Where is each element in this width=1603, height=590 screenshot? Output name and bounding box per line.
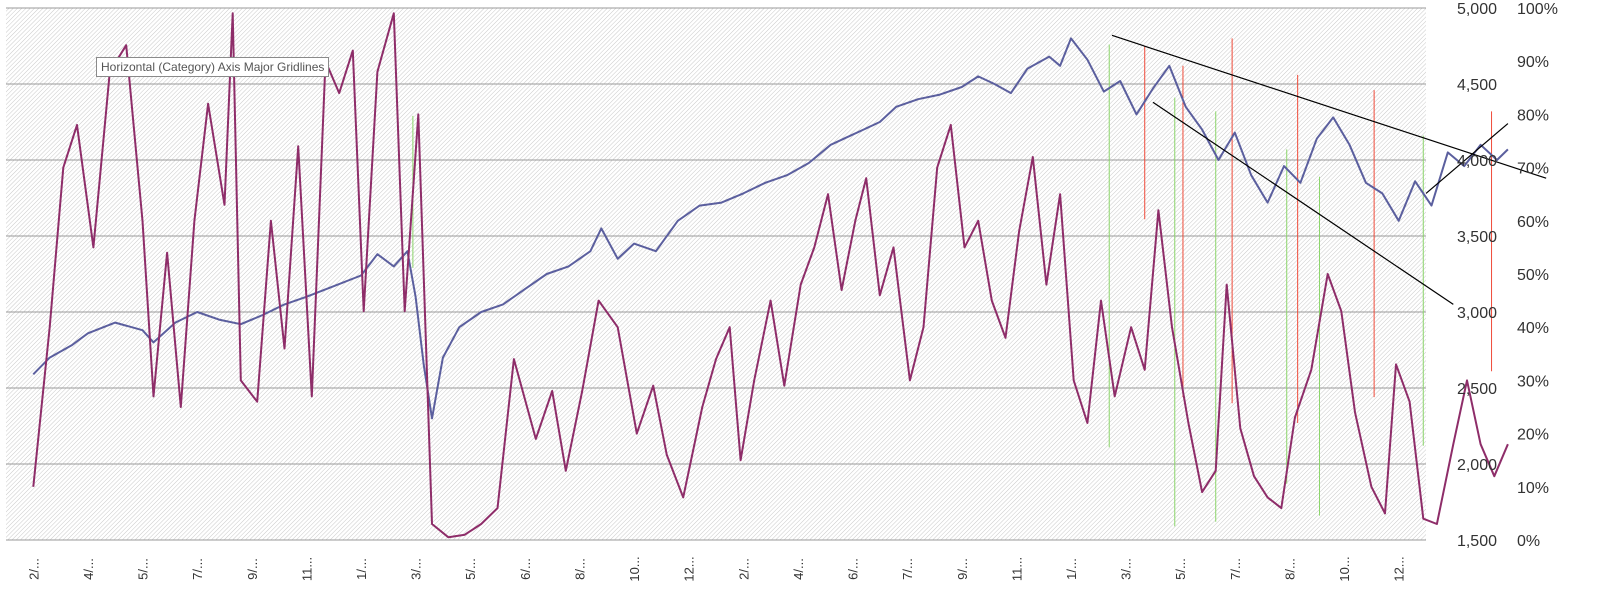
trend-line[interactable] [1425, 123, 1509, 194]
x-tick-label: 3/... [409, 558, 424, 580]
right-axis-series-line[interactable] [32, 12, 1509, 539]
x-tick-label: 7/... [190, 558, 205, 580]
x-tick-label: 6/... [846, 558, 861, 580]
right-tick-label: 10% [1517, 480, 1549, 497]
right-tick-label: 40% [1517, 320, 1549, 337]
trend-lines [1111, 34, 1547, 305]
right-tick-label: 70% [1517, 161, 1549, 178]
x-tick-label: 8/... [1282, 558, 1297, 580]
x-tick-label: 5/... [136, 558, 151, 580]
left-tick-label: 5,000 [1457, 1, 1497, 18]
x-tick-label: 9/... [245, 558, 260, 580]
right-tick-label: 90% [1517, 54, 1549, 71]
marker-lines [412, 38, 1493, 527]
left-tick-label: 2,500 [1457, 381, 1497, 398]
right-tick-label: 20% [1517, 427, 1549, 444]
plot-area[interactable] [6, 8, 1426, 540]
x-tick-label: 11... [1009, 557, 1024, 581]
x-tick-label: 3/... [1119, 558, 1134, 580]
right-tick-label: 100% [1517, 1, 1558, 18]
trend-line[interactable] [1111, 34, 1547, 179]
right-tick-label: 50% [1517, 267, 1549, 284]
left-tick-label: 4,000 [1457, 153, 1497, 170]
x-tick-label: 6/... [518, 558, 533, 580]
x-tick-label: 4/... [81, 558, 96, 580]
x-tick-label: 8/... [572, 558, 587, 580]
right-tick-label: 80% [1517, 107, 1549, 124]
horizontal-gridlines [6, 7, 1426, 541]
axis-labels: 1,500 2,000 2,500 3,000 3,500 4,000 4,500 5,000… [26, 1, 1558, 582]
x-tick-label: 9/... [955, 558, 970, 580]
x-tick-label: 1/... [1064, 558, 1079, 580]
left-tick-label: 3,500 [1457, 229, 1497, 246]
right-tick-label: 0% [1517, 533, 1540, 550]
x-tick-label: 5/... [1173, 558, 1188, 580]
trend-line[interactable] [1152, 101, 1454, 305]
left-tick-label: 4,500 [1457, 77, 1497, 94]
right-tick-label: 30% [1517, 373, 1549, 390]
left-tick-label: 1,500 [1457, 533, 1497, 550]
x-tick-label: 7/... [900, 558, 915, 580]
x-tick-label: 7/... [1228, 558, 1243, 580]
x-tick-label: 1/... [354, 558, 369, 580]
left-tick-label: 3,000 [1457, 305, 1497, 322]
series-lines [32, 12, 1509, 539]
x-tick-label: 10... [627, 556, 642, 581]
x-tick-label: 10... [1337, 556, 1352, 581]
right-tick-label: 60% [1517, 214, 1549, 231]
x-tick-label: 12... [682, 556, 697, 581]
x-tick-label: 2/... [26, 558, 41, 580]
x-tick-label: 2/... [736, 558, 751, 580]
x-tick-label: 5/... [463, 558, 478, 580]
left-axis-series-line[interactable] [32, 37, 1509, 420]
gridlines-tooltip: Horizontal (Category) Axis Major Gridlin… [96, 57, 330, 77]
x-tick-label: 12... [1392, 556, 1407, 581]
left-tick-label: 2,000 [1457, 457, 1497, 474]
x-tick-label: 11... [299, 557, 314, 581]
x-tick-label: 4/... [791, 558, 806, 580]
